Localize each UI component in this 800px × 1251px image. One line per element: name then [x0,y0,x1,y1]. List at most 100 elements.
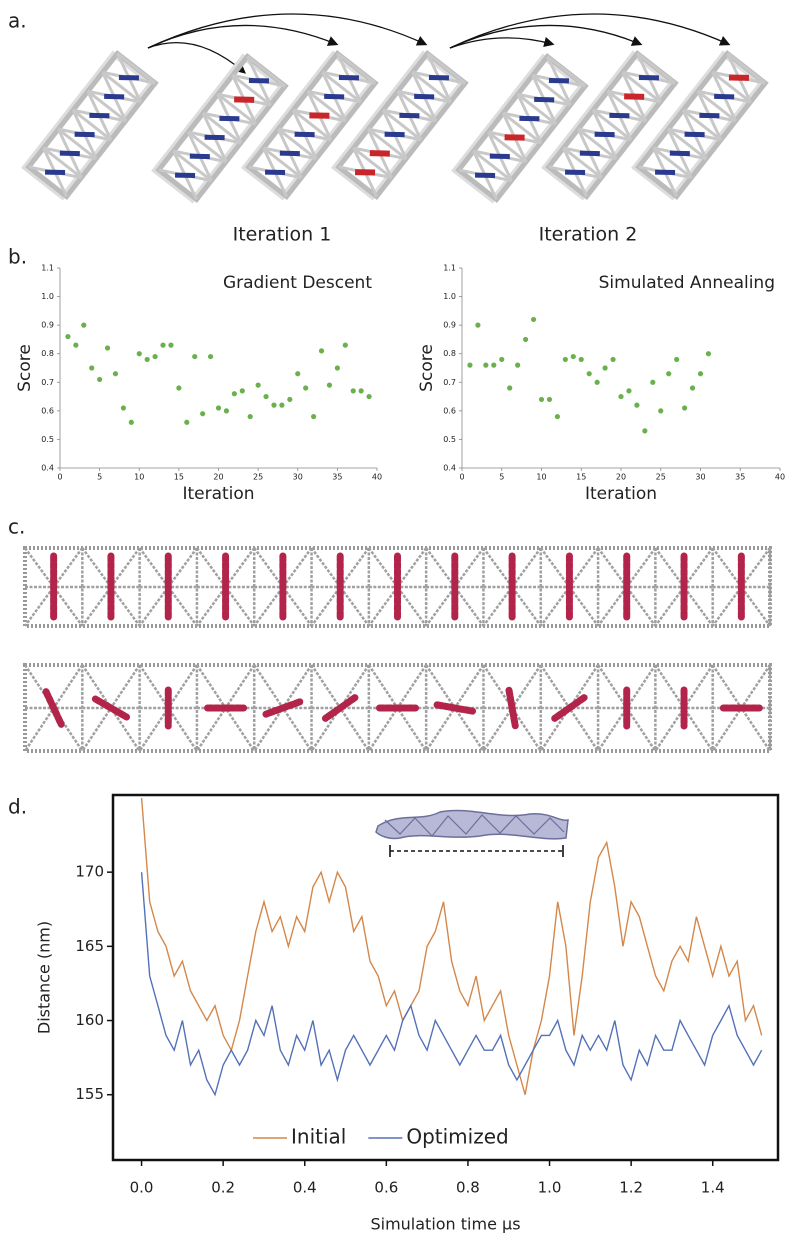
point [200,411,206,417]
strand [714,93,735,100]
x-tick-label: 20 [213,473,223,482]
x-tick-label: 0.8 [456,1179,480,1197]
y-tick-label: 0.9 [443,321,456,330]
point [626,388,632,394]
arrow [449,13,731,49]
x-tick-label: 0 [459,473,464,482]
point [578,356,584,363]
point [594,379,600,385]
point [554,413,561,420]
point [334,365,340,371]
strand [104,93,125,100]
legend-label: Optimized [406,1125,508,1149]
strand [475,172,496,178]
arrow [449,36,555,49]
strand [684,131,705,138]
y-tick-label: 155 [75,1085,104,1103]
strand [89,112,110,119]
x-tick-label: 25 [656,473,666,482]
point [136,351,142,357]
point [697,371,704,377]
point [168,342,174,348]
point [223,408,230,414]
modified-strand [234,96,255,103]
inset-structure [375,809,569,840]
x-tick-label: 0 [57,473,62,482]
point [350,388,356,394]
structure [331,49,469,201]
strand [669,150,690,157]
strand [399,112,420,119]
point [89,365,95,371]
panel-label: c. [8,515,25,539]
y-axis-label: Score [417,344,437,392]
arrow [147,41,246,74]
y-tick-label: 0.6 [41,406,54,415]
point [255,382,261,388]
point [546,396,553,403]
point [570,353,576,360]
x-tick-label: 10 [536,473,546,482]
x-tick-label: 30 [695,473,705,482]
y-tick-label: 1.0 [443,292,456,301]
strand [338,75,359,81]
point [239,388,245,394]
strand [294,131,315,138]
point [507,385,513,391]
strand [505,686,519,730]
point [295,371,301,377]
modified-strand [355,169,376,176]
x-tick-label: 30 [293,473,303,482]
x-tick-label: 35 [332,473,342,482]
point [287,396,293,403]
structure [241,49,379,201]
strand [59,150,80,157]
point [271,402,277,408]
modified-strand [624,93,645,100]
strand [265,169,286,175]
structures [21,49,769,204]
x-tick-label: 0.0 [130,1179,154,1197]
x-tick-label: 1.4 [701,1179,725,1197]
structure-views [23,546,772,753]
y-tick-label: 1.1 [41,264,54,273]
strand [262,698,304,718]
y-tick-label: 0.4 [41,464,54,473]
point [634,402,640,408]
strand [638,75,659,81]
point [467,362,473,368]
y-tick-label: 1.1 [443,264,456,273]
structure [451,52,589,204]
modified-strand [369,150,390,157]
x-tick-label: 1.2 [619,1179,643,1197]
caption: Iteration 1 [233,224,332,246]
point [160,342,166,348]
x-tick-label: 15 [576,473,586,482]
point [279,402,285,408]
point [318,348,325,354]
point [97,376,103,383]
x-tick-label: 0.6 [374,1179,398,1197]
series-line [140,797,763,1095]
point [618,393,624,400]
point [586,371,592,377]
y-axis-label: Distance (nm) [35,921,54,1034]
x-tick-label: 1.0 [538,1179,562,1197]
point [358,388,364,394]
strand [579,150,600,157]
strand [489,153,510,160]
x-axis-label: Iteration [585,484,657,504]
y-axis-label: Score [15,344,35,392]
strand [699,112,720,119]
y-tick-label: 0.7 [443,378,456,387]
strand [414,93,435,100]
structure [541,49,679,201]
strand [74,131,95,138]
point [642,428,648,434]
modified-strand [504,134,525,141]
panel-label: b. [8,245,27,269]
point [65,333,71,340]
panel-label: d. [8,795,27,819]
point [342,342,348,348]
structure [151,52,289,204]
